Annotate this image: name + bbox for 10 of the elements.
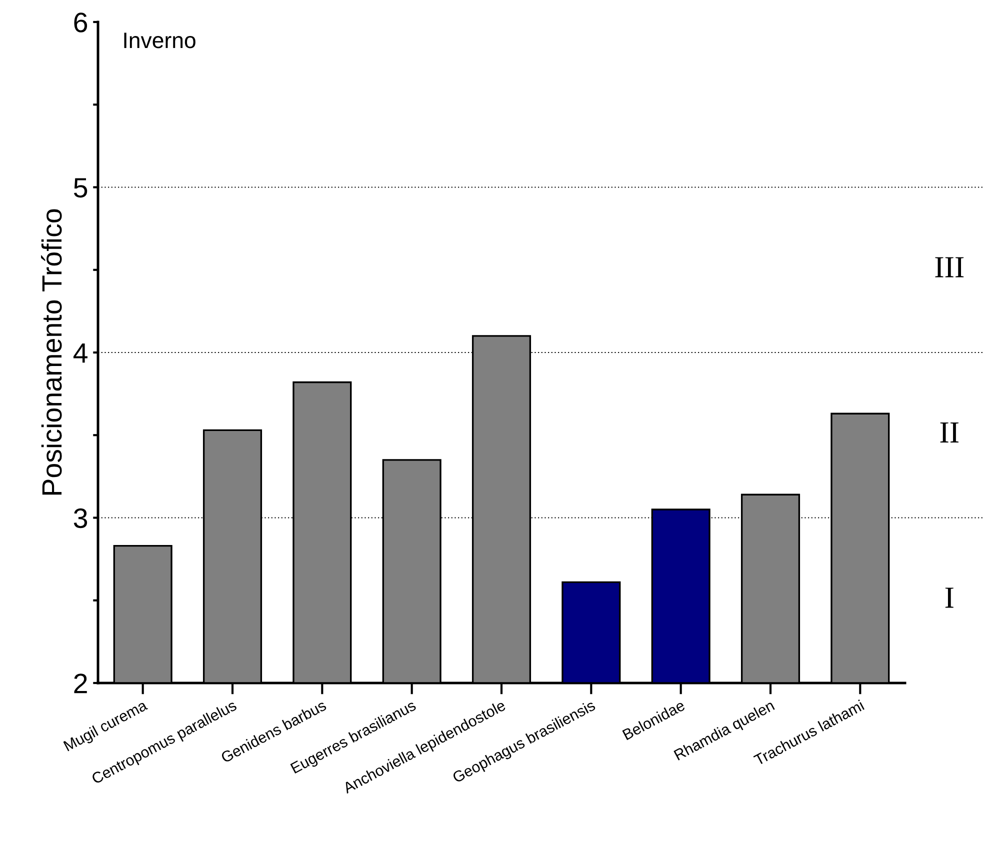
y-tick-label: 4 xyxy=(73,343,88,363)
text: II xyxy=(940,422,958,442)
text: III xyxy=(935,257,964,278)
y-tick-label: 2 xyxy=(74,674,87,694)
y-tick-label: 6 xyxy=(74,12,88,32)
y-tick-label: 5 xyxy=(74,178,88,198)
text: I xyxy=(945,588,954,608)
annotation: Inverno xyxy=(124,32,196,48)
y-tick-label: 3 xyxy=(74,508,88,528)
y-axis-title: Posicionamento Trófico xyxy=(41,209,62,495)
